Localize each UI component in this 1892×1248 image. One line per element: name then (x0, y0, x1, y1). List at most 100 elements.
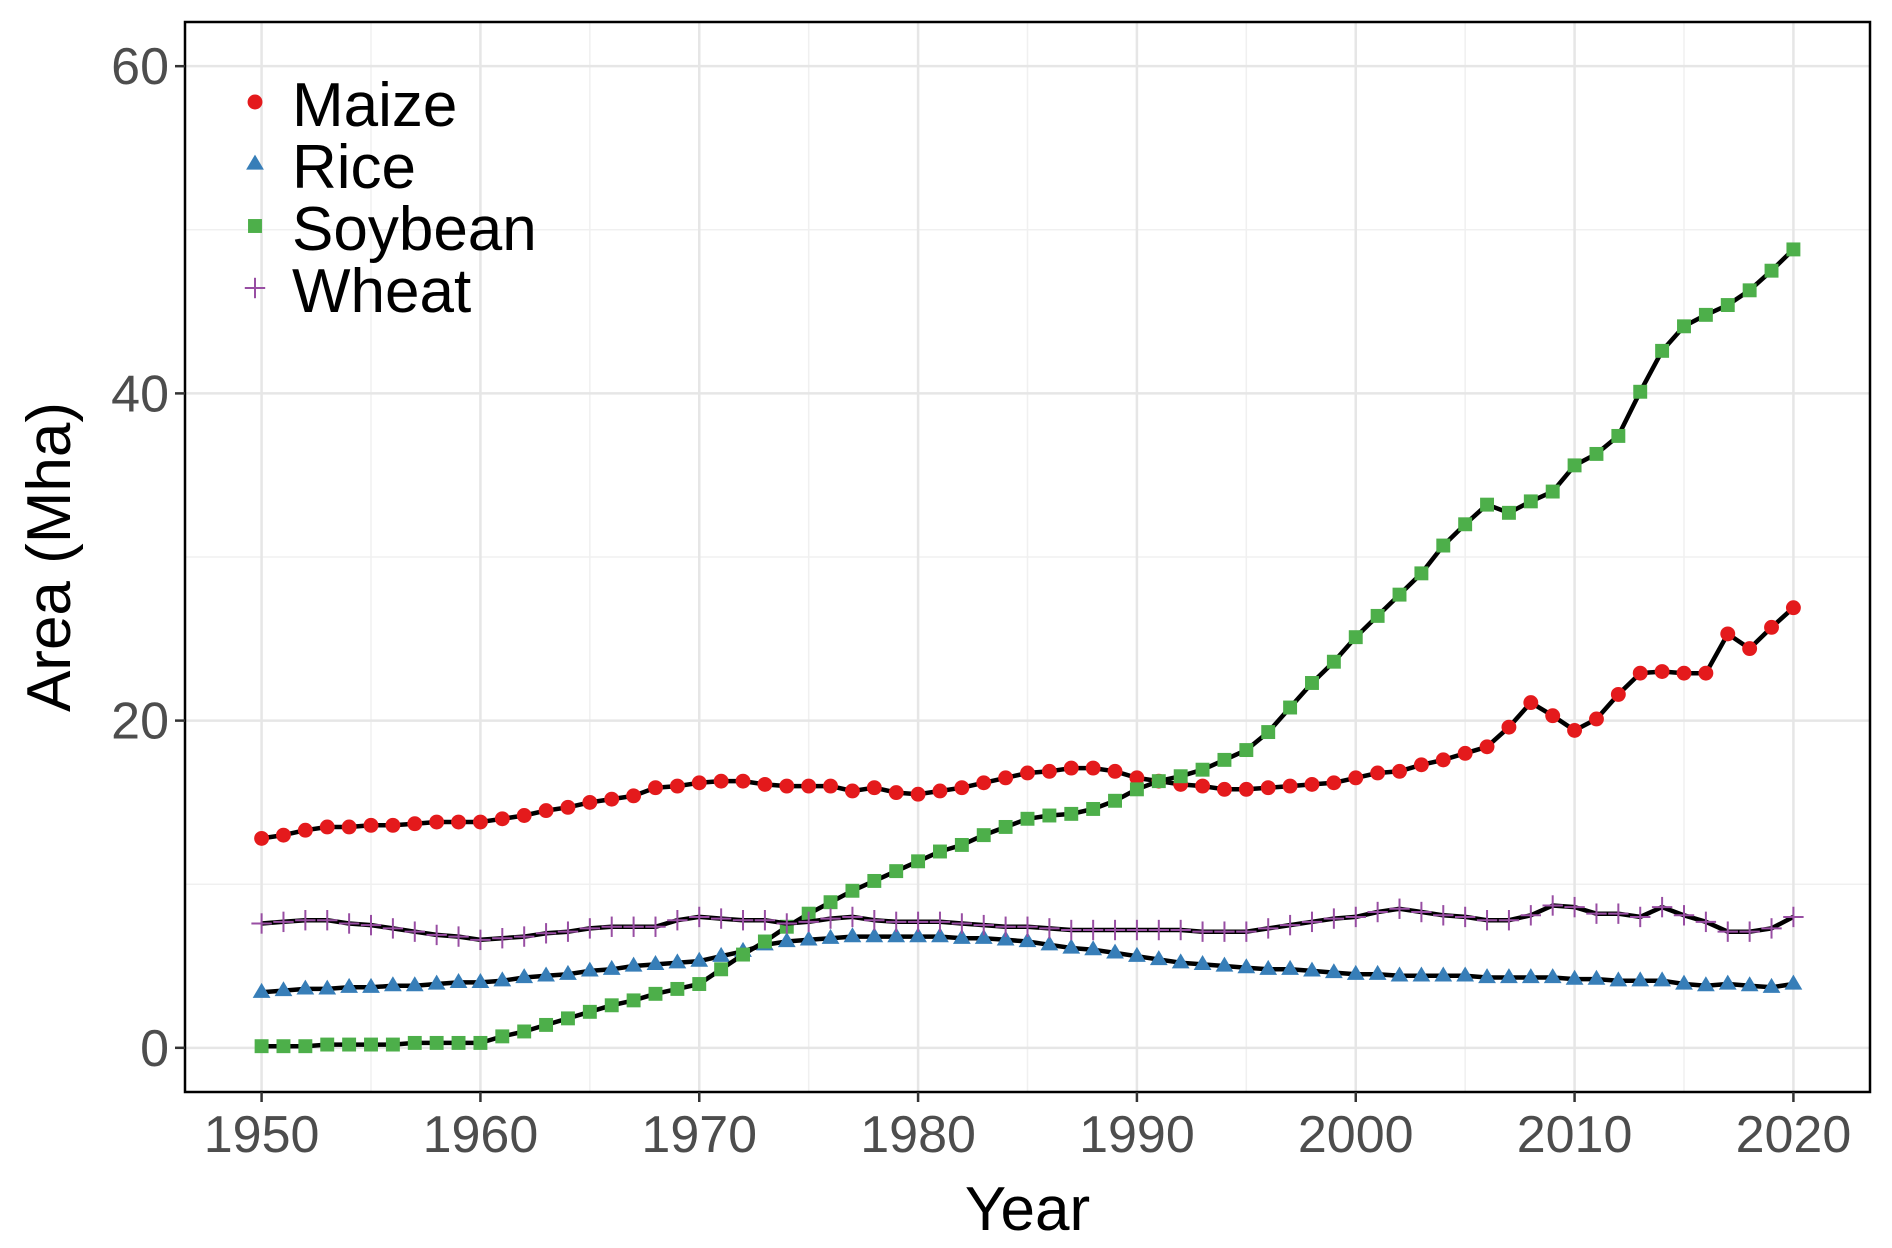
data-point-soybean (604, 998, 619, 1013)
data-point-rice (1171, 953, 1190, 969)
y-axis-title: Area (Mha) (15, 402, 84, 712)
legend-label-wheat: Wheat (292, 257, 471, 326)
data-point-maize (866, 780, 882, 796)
data-point-maize (1720, 626, 1736, 642)
data-point-rice (1128, 946, 1146, 962)
data-point-rice (1631, 971, 1650, 987)
data-point-rice (799, 930, 818, 946)
data-point-soybean (473, 1035, 488, 1050)
data-point-rice (624, 956, 643, 972)
data-point-wheat (1279, 914, 1301, 936)
data-point-wheat (1761, 918, 1782, 939)
data-point-rice (471, 973, 490, 988)
data-point-rice (1281, 959, 1299, 975)
data-point-wheat (973, 914, 994, 936)
data-point-wheat (710, 908, 732, 929)
data-point-wheat (995, 916, 1016, 937)
legend-marker-maize (247, 94, 263, 110)
data-point-soybean (1086, 801, 1101, 816)
data-point-soybean (867, 873, 882, 888)
data-point-rice (340, 977, 359, 993)
data-point-maize (582, 794, 598, 810)
data-point-maize (1523, 695, 1539, 711)
data-point-soybean (1764, 263, 1779, 278)
data-point-rice (952, 928, 971, 944)
data-point-wheat (1673, 905, 1695, 926)
data-point-wheat (1301, 911, 1323, 933)
data-point-soybean (998, 819, 1013, 834)
data-point-wheat (535, 923, 557, 944)
data-point-soybean (1677, 319, 1691, 334)
data-point-soybean (451, 1035, 466, 1050)
series-lines (251, 242, 1804, 1054)
data-point-maize (844, 783, 860, 799)
series-rice (252, 927, 1803, 998)
data-point-wheat (798, 911, 819, 933)
data-point-soybean (714, 962, 729, 977)
data-point-rice (537, 966, 555, 982)
data-point-soybean (1501, 505, 1516, 520)
data-point-wheat (1608, 903, 1629, 924)
data-point-rice (1762, 977, 1781, 993)
data-point-wheat (601, 916, 622, 937)
data-point-rice (1456, 966, 1475, 982)
data-point-wheat (951, 913, 973, 934)
data-point-soybean (1239, 743, 1254, 758)
data-point-rice (712, 946, 731, 962)
data-point-wheat (732, 910, 754, 931)
data-point-rice (515, 968, 534, 984)
data-point-maize (407, 816, 423, 832)
data-point-soybean (320, 1037, 335, 1052)
data-point-wheat (1039, 918, 1060, 939)
data-point-maize (976, 775, 992, 791)
data-point-rice (318, 979, 337, 995)
data-point-maize (1129, 770, 1145, 786)
data-point-maize (297, 822, 313, 838)
data-point-soybean (407, 1035, 422, 1050)
data-point-maize (779, 778, 795, 794)
data-point-rice (1412, 966, 1431, 982)
data-point-soybean (1042, 808, 1057, 823)
data-point-soybean (1545, 484, 1560, 499)
y-tick-label: 0 (140, 1020, 169, 1078)
x-tick-label: 2020 (1736, 1106, 1852, 1164)
data-point-wheat (360, 914, 382, 936)
x-tick-label: 1990 (1079, 1106, 1195, 1164)
data-point-maize (823, 778, 838, 794)
data-point-maize (1041, 763, 1057, 779)
data-point-soybean (560, 1011, 575, 1026)
data-point-soybean (1480, 497, 1495, 512)
data-point-rice (580, 961, 599, 977)
data-point-rice (1587, 969, 1606, 985)
data-point-rice (1521, 968, 1540, 984)
data-point-maize (888, 785, 904, 801)
data-point-rice (1215, 956, 1234, 972)
legend-marker-soybean (248, 219, 262, 233)
data-point-rice (1062, 938, 1081, 954)
data-point-rice (1675, 974, 1693, 990)
data-point-soybean (1326, 654, 1341, 669)
data-point-wheat (1454, 906, 1476, 928)
data-point-soybean (933, 844, 947, 859)
data-point-soybean (1108, 793, 1122, 808)
data-point-rice (1324, 963, 1343, 979)
data-point-maize (669, 778, 685, 794)
legend-item-wheat: Wheat (244, 257, 471, 326)
data-point-maize (1326, 775, 1342, 791)
data-point-rice (1653, 971, 1672, 987)
x-tick-label: 1950 (204, 1106, 320, 1164)
data-point-rice (931, 927, 949, 943)
data-point-rice (493, 971, 512, 987)
data-point-rice (777, 932, 796, 948)
data-point-soybean (757, 934, 772, 949)
data-point-rice (1609, 971, 1628, 987)
data-point-soybean (954, 837, 969, 852)
data-point-rice (1303, 961, 1321, 977)
data-point-soybean (1567, 458, 1582, 473)
data-point-rice (602, 959, 621, 975)
data-point-rice (1740, 976, 1759, 992)
data-point-rice (821, 928, 840, 944)
data-point-wheat (1739, 921, 1760, 942)
legend-item-rice: Rice (246, 133, 416, 202)
